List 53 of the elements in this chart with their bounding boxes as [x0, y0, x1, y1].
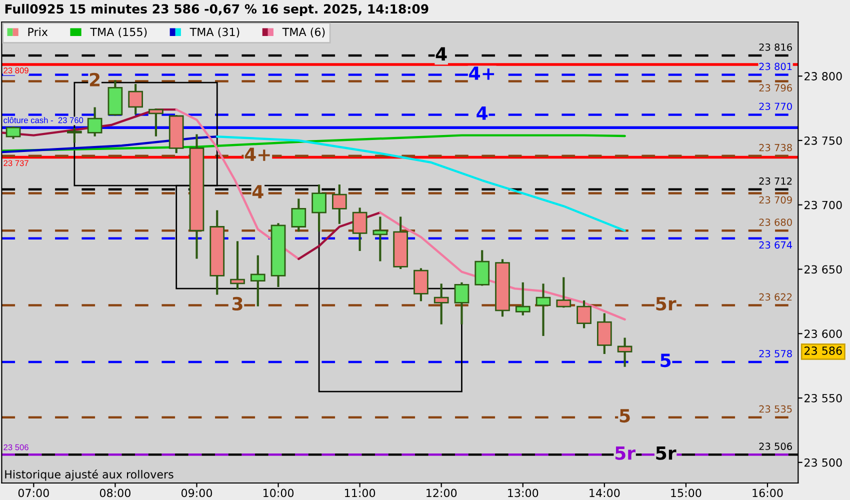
ref-line-label: 23 816 — [759, 43, 792, 51]
annotation: 5r — [656, 297, 676, 311]
x-tick-label: 07:00 — [18, 488, 49, 498]
x-tick-label: 16:00 — [752, 488, 783, 498]
y-tick-label: 23 650 — [804, 265, 842, 274]
ref-line-label: 23 801 — [759, 62, 792, 70]
annotation: 4 — [476, 106, 488, 120]
ref-line-label: 23 535 — [759, 405, 792, 413]
y-tick-label: 23 750 — [804, 136, 842, 145]
x-tick-label: 09:00 — [181, 488, 212, 498]
ref-line-label: 23 622 — [759, 293, 792, 301]
annotation: 5 — [620, 409, 630, 423]
legend-label: TMA (155) — [90, 28, 147, 38]
annotation: 5r — [615, 446, 636, 460]
ref-line-label: 23 738 — [759, 144, 792, 152]
ref-line-label: 23 674 — [759, 241, 792, 249]
x-tick-label: 14:00 — [590, 488, 620, 498]
ref-line-label: 23 809 — [4, 67, 28, 74]
x-tick-label: 08:00 — [100, 488, 130, 498]
annotation: 5 — [660, 354, 671, 368]
ref-line-label: 23 709 — [759, 196, 792, 204]
ref-line-label: 23 578 — [759, 350, 792, 358]
ref-line-label: clôture cash - 23 760 — [4, 117, 84, 124]
annotation: 4+ — [244, 148, 270, 161]
ref-line-label: 23 770 — [759, 102, 792, 110]
annotation: 2 — [90, 72, 100, 86]
ref-line-label: 23 680 — [759, 218, 792, 226]
ref-line-label: 23 796 — [759, 84, 792, 92]
annotation: 4 — [252, 185, 264, 198]
ref-line-label: 23 506 — [759, 442, 792, 450]
ref-line-label: 23 506 — [4, 444, 28, 450]
y-tick-label: 23 550 — [804, 394, 842, 402]
x-tick-label: 15:00 — [671, 488, 702, 498]
text: 23 586 — [804, 346, 842, 355]
chart-title: Full0925 15 minutes 23 586 -0,67 % 16 sept. 2025, 14:18:09 — [5, 4, 428, 16]
y-tick-label: 23 800 — [804, 72, 842, 80]
annotation: 4+ — [469, 66, 494, 80]
annotation: 5r — [656, 446, 676, 460]
annotation: 4 — [436, 47, 447, 60]
legend-label: Prix — [28, 28, 48, 36]
annotation: Historique ajusté aux rollovers — [5, 469, 174, 481]
y-tick-label: 23 600 — [804, 330, 842, 338]
legend-label: TMA (31) — [190, 28, 240, 38]
x-tick-label: 13:00 — [508, 488, 538, 498]
x-tick-label: 12:00 — [426, 488, 457, 498]
ref-line-label: 23 737 — [4, 160, 28, 166]
annotation: 3 — [232, 296, 242, 311]
y-tick-label: 23 700 — [804, 200, 842, 210]
x-tick-label: 11:00 — [345, 488, 376, 498]
legend-label: TMA (6) — [282, 28, 325, 38]
ref-line-label: 23 712 — [759, 177, 792, 185]
y-tick-label: 23 500 — [804, 458, 842, 467]
x-tick-label: 10:00 — [263, 488, 294, 498]
